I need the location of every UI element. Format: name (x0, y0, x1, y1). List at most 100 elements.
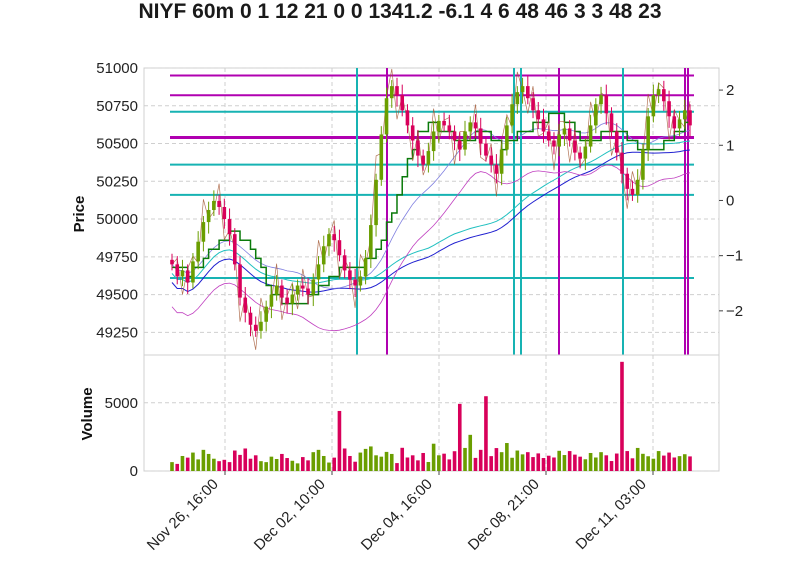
candle-body-46 (410, 125, 415, 141)
candles (170, 75, 692, 339)
volume-bar-92 (651, 458, 656, 471)
candle-body-32 (337, 240, 342, 256)
candle-body-65 (510, 104, 514, 126)
candle-body-17 (259, 321, 263, 331)
candle-body-80 (588, 125, 593, 147)
ma-slow-line (171, 149, 691, 293)
volume-bar-69 (531, 457, 535, 471)
candle-body-45 (405, 110, 410, 126)
candle-body-40 (379, 134, 384, 180)
candle-body-52 (442, 120, 446, 126)
candle-body-8 (212, 200, 216, 210)
volume-bar-5 (196, 459, 200, 471)
candle-body-36 (358, 276, 363, 286)
candle-body-61 (489, 155, 493, 165)
candle-body-91 (646, 116, 650, 150)
volume-bar-18 (264, 462, 268, 471)
candle-body-89 (635, 179, 640, 195)
volume-bar-32 (337, 410, 342, 471)
volume-bar-21 (280, 453, 284, 471)
candle-body-47 (416, 140, 420, 156)
volume-bar-52 (442, 453, 446, 471)
candle-body-0 (170, 259, 174, 265)
volume-bar-65 (510, 457, 514, 471)
candle-body-56 (463, 131, 467, 150)
price-tick-label-2: 49750 (96, 249, 138, 266)
candle-body-71 (541, 119, 546, 132)
candle-body-7 (206, 209, 211, 223)
volume-bar-40 (379, 456, 384, 471)
price-tick-label-7: 51000 (96, 60, 138, 77)
right-tick-label-3: 1 (726, 137, 734, 154)
volume-bar-74 (557, 450, 561, 471)
volume-tick-label-0: 0 (130, 463, 138, 480)
price-overlays (171, 68, 691, 350)
volume-bar-11 (227, 462, 232, 471)
volume-bar-33 (342, 448, 347, 471)
x-ticks: Nov 26, 16:00 Dec 02, 10:00 Dec 04, 16:00 D… (144, 471, 654, 554)
volume-bar-38 (369, 446, 373, 471)
candle-body-92 (651, 95, 656, 117)
candle-body-29 (321, 246, 326, 265)
volume-bar-14 (243, 448, 248, 471)
candle-body-9 (217, 200, 221, 207)
candle-body-43 (395, 86, 399, 96)
volume-y-ticks: 0 5000 (105, 395, 138, 480)
volume-bar-3 (185, 457, 190, 471)
candle-body-49 (426, 151, 431, 165)
candle-body-27 (311, 279, 316, 295)
volume-bar-96 (672, 457, 677, 471)
candle-body-26 (306, 288, 310, 295)
volume-tick-label-1: 5000 (105, 395, 138, 412)
volume-bar-42 (389, 453, 394, 471)
volume-bar-4 (191, 452, 195, 471)
candle-body-93 (656, 89, 661, 96)
candle-body-50 (431, 131, 436, 152)
volume-bar-97 (677, 456, 682, 471)
candle-body-57 (468, 122, 473, 132)
volume-bar-25 (301, 457, 305, 471)
candle-body-98 (682, 110, 687, 120)
volume-bar-31 (332, 457, 337, 471)
volume-bar-24 (295, 463, 300, 471)
volume-bars (170, 361, 692, 471)
x-tick-label-4: Dec 11, 03:00 (573, 476, 650, 553)
volume-bar-95 (667, 452, 671, 471)
volume-bar-90 (641, 453, 645, 471)
candle-body-62 (494, 164, 499, 174)
candle-body-64 (505, 125, 509, 150)
volume-bar-70 (536, 453, 541, 471)
x-tick-label-1: Dec 02, 10:00 (251, 476, 329, 554)
candle-body-63 (499, 149, 504, 174)
volume-bar-39 (374, 455, 378, 471)
candle-body-11 (227, 219, 232, 235)
candle-body-14 (243, 297, 248, 313)
volume-bar-10 (222, 459, 227, 471)
volume-bar-85 (614, 453, 619, 471)
candle-body-21 (280, 285, 284, 298)
volume-bar-6 (201, 449, 206, 471)
price-tick-label-4: 50250 (96, 173, 138, 190)
candle-body-96 (672, 116, 677, 129)
volume-bar-80 (588, 452, 593, 471)
right-tick-label-0: −2 (726, 303, 743, 320)
price-right-ticks: −2 −1 0 1 2 (719, 82, 743, 320)
volume-bar-63 (499, 452, 504, 471)
candle-body-58 (473, 122, 478, 129)
volume-bar-8 (212, 458, 216, 471)
volume-bar-93 (656, 451, 661, 471)
candle-body-44 (400, 95, 405, 111)
volume-bar-88 (630, 458, 635, 471)
volume-bar-86 (620, 361, 624, 471)
volume-bar-72 (546, 455, 551, 471)
candle-body-78 (578, 152, 582, 159)
volume-bar-75 (562, 455, 567, 471)
candle-body-73 (552, 140, 556, 147)
candle-body-90 (641, 149, 645, 180)
candle-body-37 (363, 258, 368, 277)
candle-body-6 (201, 222, 206, 242)
volume-bar-87 (625, 451, 630, 471)
volume-bar-17 (259, 461, 263, 471)
volume-bar-44 (400, 447, 405, 471)
